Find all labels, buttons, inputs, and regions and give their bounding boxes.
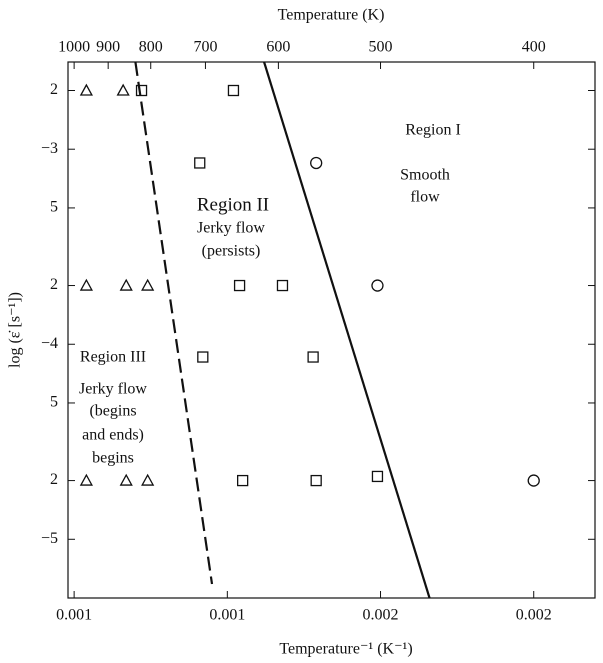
y-tick-label: −5 [41, 530, 58, 547]
triangle-point [119, 278, 133, 291]
square-point [194, 157, 206, 169]
solid-boundary-line [263, 61, 431, 599]
square-point [307, 351, 319, 363]
y-tick-label: 5 [50, 199, 58, 216]
y-tick-label: −3 [41, 140, 58, 157]
x-axis-title: Temperature⁻¹ (K⁻¹) [279, 641, 412, 658]
triangle-point [116, 83, 130, 96]
y-tick-label: 2 [50, 471, 58, 488]
square-point [233, 279, 246, 292]
x-tick-label: 0.002 [516, 607, 552, 624]
circle-point [310, 156, 323, 170]
annotation: Region I [405, 122, 461, 139]
square-point [197, 351, 209, 363]
annotation: (persists) [202, 243, 261, 260]
square-point [227, 84, 240, 97]
plot-frame [67, 61, 596, 599]
annotation: and ends) [82, 427, 144, 444]
square-point [276, 279, 289, 292]
triangle-point [119, 473, 133, 486]
triangle-point [79, 278, 93, 291]
annotation: begins [92, 450, 134, 467]
annotation: (begins [89, 403, 136, 420]
x2-tick-label: 400 [522, 39, 546, 56]
top-axis-title: Temperature (K) [278, 7, 385, 24]
x2-tick-label: 500 [369, 39, 393, 56]
x2-tick-label: 800 [139, 39, 163, 56]
triangle-point [141, 473, 155, 486]
triangle-point [79, 473, 93, 486]
x2-tick-label: 700 [193, 39, 217, 56]
y-tick-label: −4 [41, 335, 58, 352]
x-tick-label: 0.001 [209, 607, 245, 624]
y-tick-label: 5 [50, 394, 58, 411]
x2-tick-label: 600 [266, 39, 290, 56]
triangle-point [141, 278, 155, 291]
annotation: Jerky flow [197, 220, 265, 237]
x2-tick-label: 1000 [58, 39, 90, 56]
y-tick-label: 2 [50, 276, 58, 293]
y-tick-label: 2 [50, 81, 58, 98]
triangle-point [79, 83, 93, 96]
circle-point [527, 474, 540, 487]
x2-tick-label: 900 [96, 39, 120, 56]
annotation: flow [410, 189, 440, 206]
square-point [371, 470, 384, 483]
square-point [236, 474, 249, 487]
circle-point [371, 279, 384, 292]
square-point [135, 84, 148, 97]
annotation: Smooth [400, 167, 450, 184]
x-tick-label: 0.002 [363, 607, 399, 624]
dashed-boundary-line [134, 61, 214, 585]
annotation: Region II [197, 194, 269, 215]
square-point [310, 474, 322, 487]
x-tick-label: 0.001 [56, 607, 92, 624]
y-axis-title: log (ε̇ [s⁻¹]) [7, 292, 24, 368]
annotation: Region III [80, 349, 146, 366]
annotation: Jerky flow [79, 381, 147, 398]
